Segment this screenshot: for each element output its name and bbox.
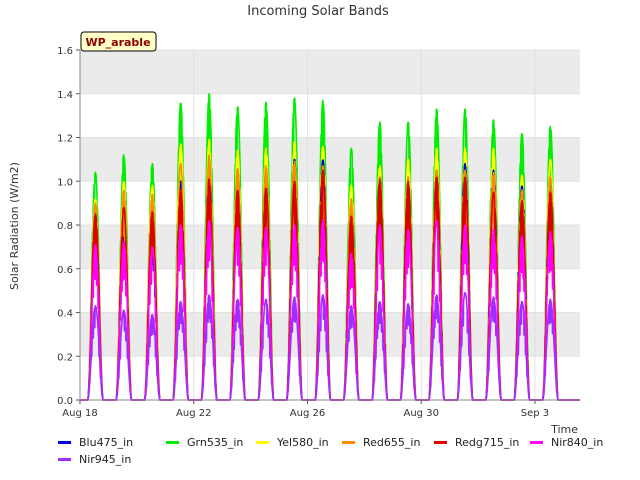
x-tick-label: Aug 30 <box>404 408 439 419</box>
y-axis-label: Solar Radiation (W/m2) <box>8 162 21 290</box>
legend-label: Red655_in <box>363 436 421 449</box>
x-tick-label: Aug 18 <box>62 408 97 419</box>
legend-item-blu475_in: Blu475_in <box>58 436 133 449</box>
legend-label: Redg715_in <box>455 436 520 449</box>
x-tick-label: Sep 3 <box>521 408 549 419</box>
legend-label: Nir840_in <box>551 436 604 449</box>
x-tick-label: Aug 22 <box>176 408 211 419</box>
band <box>80 137 580 182</box>
legend-swatch <box>434 441 447 444</box>
legend-swatch <box>166 441 179 444</box>
legend-item-redg715_in: Redg715_in <box>434 436 519 449</box>
legend-item-nir840_in: Nir840_in <box>530 436 603 449</box>
y-tick-label: 1.6 <box>57 46 73 57</box>
y-tick-label: 0.8 <box>57 221 73 232</box>
legend-label: Yel580_in <box>277 436 329 449</box>
legend-item-grn535_in: Grn535_in <box>166 436 243 449</box>
y-tick-label: 1.4 <box>57 90 73 101</box>
legend-label: Nir945_in <box>79 453 132 466</box>
chart-title: Incoming Solar Bands <box>247 4 389 19</box>
y-tick-label: 0.6 <box>57 265 73 276</box>
legend-swatch <box>58 441 71 444</box>
site-label-box: WP_arable <box>80 31 157 52</box>
y-tick-label: 1.0 <box>57 177 73 188</box>
legend-swatch <box>342 441 355 444</box>
axes: 0.0 0.2 0.4 0.6 0.8 1.0 1.2 1.4 1.6 Aug 18 Aug 22 A… <box>57 46 580 419</box>
band <box>80 50 580 94</box>
legend-swatch <box>530 441 543 444</box>
legend-item-nir945_in: Nir945_in <box>58 453 131 466</box>
x-axis-label: Time <box>550 423 578 436</box>
site-label: WP_arable <box>85 36 150 49</box>
y-tick-label: 0.0 <box>57 396 73 407</box>
y-tick-label: 0.4 <box>57 309 73 320</box>
legend-swatch <box>58 458 71 461</box>
legend-label: Grn535_in <box>187 436 244 449</box>
legend-label: Blu475_in <box>79 436 134 449</box>
x-tick-label: Aug 26 <box>290 408 325 419</box>
legend-item-yel580_in: Yel580_in <box>256 436 329 449</box>
legend-swatch <box>256 441 269 444</box>
y-tick-label: 1.2 <box>57 134 73 145</box>
y-tick-label: 0.2 <box>57 352 73 363</box>
legend-item-red655_in: Red655_in <box>342 436 420 449</box>
